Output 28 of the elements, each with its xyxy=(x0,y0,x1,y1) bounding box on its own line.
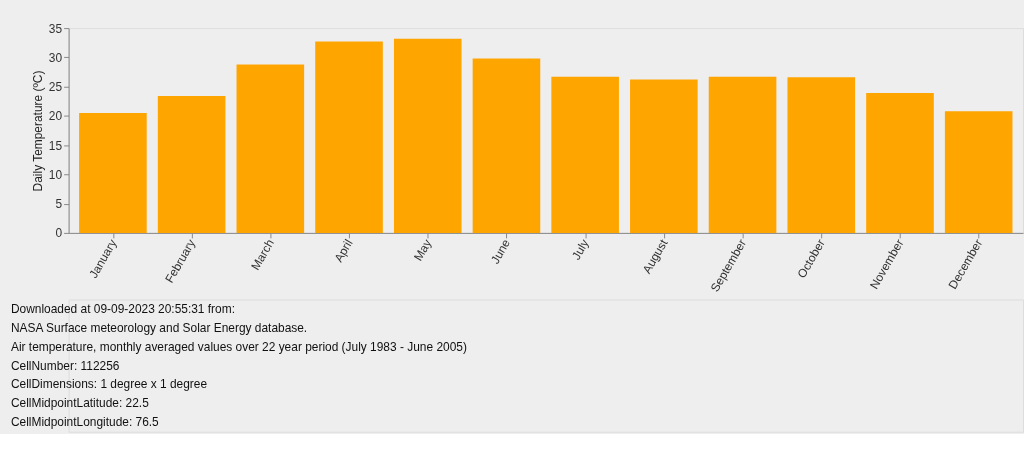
text: Downloaded at 09-09-2023 20:55:31 from: xyxy=(10,301,235,316)
y-tick-label: 35 xyxy=(48,21,63,36)
bar xyxy=(315,41,383,233)
text: NASA Surface meteorology and Solar Energy database. xyxy=(10,320,308,335)
bar xyxy=(393,38,462,233)
bar xyxy=(79,112,147,233)
bar xyxy=(630,79,698,233)
y-tick-label: 0 xyxy=(55,226,63,241)
text: CellDimensions: 1 degree x 1 degree xyxy=(10,377,208,392)
y-tick-label: 25 xyxy=(48,80,63,95)
text: CellMidpointLongitude: 76.5 xyxy=(10,415,160,430)
bar xyxy=(708,76,777,233)
y-axis-title: Daily Temperature (ºC) xyxy=(30,70,45,192)
bar xyxy=(944,111,1013,233)
bar xyxy=(787,77,856,233)
text: CellMidpointLatitude: 22.5 xyxy=(10,396,150,411)
text: CellNumber: 112256 xyxy=(10,358,120,373)
bar xyxy=(472,58,541,233)
bar xyxy=(236,64,305,233)
y-tick-label: 15 xyxy=(48,138,63,153)
y-tick-label: 30 xyxy=(48,50,63,65)
bar xyxy=(157,95,226,233)
y-tick-label: 20 xyxy=(48,109,63,124)
text: Air temperature, monthly averaged values over 22 year period (July 1983 - June 2005) xyxy=(10,339,467,354)
y-tick-label: 5 xyxy=(55,197,63,212)
y-tick-label: 10 xyxy=(48,167,63,182)
bar xyxy=(866,93,934,233)
bar xyxy=(551,76,619,233)
